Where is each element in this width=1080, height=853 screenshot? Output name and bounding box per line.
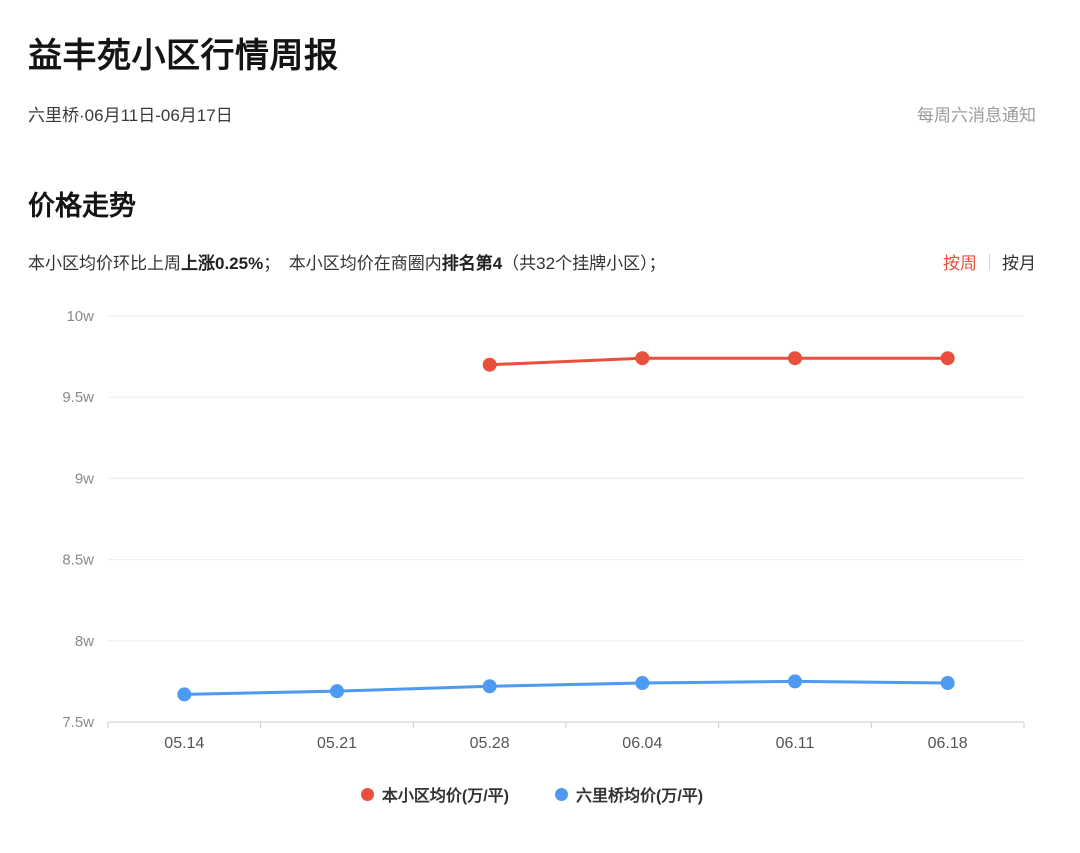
summary-part-1: 本小区均价环比上周	[28, 254, 181, 273]
price-summary-text: 本小区均价环比上周上涨0.25%； 本小区均价在商圈内排名第4（共32个挂牌小区…	[28, 249, 666, 274]
toggle-by-month[interactable]: 按月	[1002, 254, 1036, 273]
svg-text:06.04: 06.04	[622, 735, 662, 752]
svg-text:06.18: 06.18	[928, 735, 968, 752]
report-date-range: 六里桥·06月11日-06月17日	[28, 106, 233, 125]
price-summary-row: 本小区均价环比上周上涨0.25%； 本小区均价在商圈内排名第4（共32个挂牌小区…	[28, 249, 1036, 274]
period-toggle: 按周 按月	[943, 249, 1036, 274]
legend-item-district[interactable]: 六里桥均价(万/平)	[555, 782, 703, 806]
chart-legend: 本小区均价(万/平) 六里桥均价(万/平)	[28, 782, 1036, 806]
summary-part-2: ； 本小区均价在商圈内	[263, 254, 442, 273]
legend-dot-community	[360, 787, 374, 801]
legend-dot-district	[555, 787, 568, 801]
svg-text:10w: 10w	[66, 308, 94, 325]
svg-text:05.28: 05.28	[470, 735, 510, 752]
svg-text:9.5w: 9.5w	[62, 389, 94, 406]
svg-text:7.5w: 7.5w	[62, 714, 94, 731]
price-trend-chart[interactable]: 7.5w 8w 8.5w 9w 9.5w 10w 05.14 05.21 05.28 06.04 0…	[28, 296, 1036, 768]
weekly-report-page: 益丰苑小区行情周报 六里桥·06月11日-06月17日 每周六消息通知 价格走势…	[28, 37, 1036, 806]
page-title: 益丰苑小区行情周报	[28, 37, 339, 75]
legend-label-community: 本小区均价(万/平)	[381, 788, 509, 805]
svg-text:8.5w: 8.5w	[62, 552, 94, 569]
legend-label-district: 六里桥均价(万/平)	[576, 788, 704, 805]
toggle-by-week[interactable]: 按周	[943, 254, 977, 273]
svg-text:05.21: 05.21	[317, 735, 357, 752]
summary-change-bold: 上涨0.25%	[181, 254, 264, 273]
summary-part-3: （共32个挂牌小区）；	[502, 254, 666, 273]
svg-text:06.11: 06.11	[776, 735, 815, 752]
svg-text:05.14: 05.14	[164, 735, 204, 752]
toggle-divider	[989, 253, 990, 270]
svg-text:8w: 8w	[75, 633, 94, 650]
legend-item-community[interactable]: 本小区均价(万/平)	[360, 782, 509, 806]
notice-text: 每周六消息通知	[917, 106, 1036, 125]
section-title-price-trend: 价格走势	[28, 191, 136, 221]
svg-text:9w: 9w	[75, 470, 94, 487]
subtitle-row: 六里桥·06月11日-06月17日 每周六消息通知	[28, 101, 1036, 126]
price-trend-chart-container: 7.5w 8w 8.5w 9w 9.5w 10w 05.14 05.21 05.28 06.04 0…	[28, 296, 1036, 806]
summary-rank-bold: 排名第4	[441, 254, 503, 273]
